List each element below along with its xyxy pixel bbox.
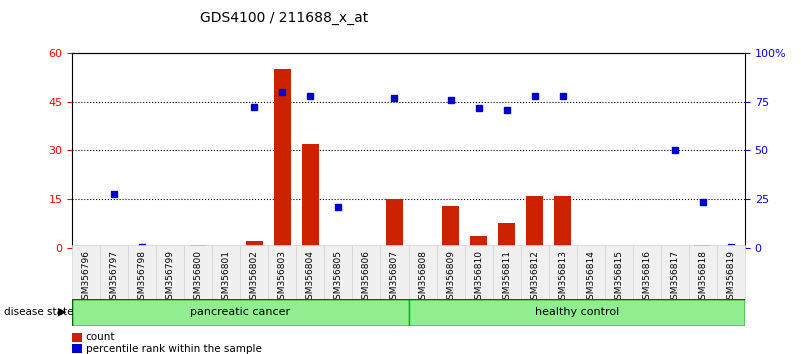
FancyBboxPatch shape <box>689 245 717 302</box>
Bar <box>409 299 745 326</box>
Bar <box>386 199 403 248</box>
FancyBboxPatch shape <box>465 245 493 302</box>
Text: GSM356800: GSM356800 <box>194 250 203 306</box>
FancyBboxPatch shape <box>128 245 156 302</box>
Bar <box>694 245 711 248</box>
Bar <box>72 333 83 342</box>
Text: GSM356801: GSM356801 <box>222 250 231 306</box>
Bar <box>78 247 95 248</box>
Text: GSM356810: GSM356810 <box>474 250 483 306</box>
Bar <box>470 236 487 248</box>
FancyBboxPatch shape <box>380 245 409 302</box>
Bar <box>526 196 543 248</box>
Text: GSM356814: GSM356814 <box>586 250 595 305</box>
Text: GSM356819: GSM356819 <box>727 250 735 306</box>
FancyBboxPatch shape <box>493 245 521 302</box>
FancyBboxPatch shape <box>521 245 549 302</box>
Bar <box>442 206 459 248</box>
Text: GSM356815: GSM356815 <box>614 250 623 306</box>
Text: GSM356813: GSM356813 <box>558 250 567 306</box>
Text: ▶: ▶ <box>58 307 66 316</box>
Bar <box>162 246 179 248</box>
Text: pancreatic cancer: pancreatic cancer <box>191 307 291 318</box>
Bar <box>274 69 291 248</box>
FancyBboxPatch shape <box>240 245 268 302</box>
FancyBboxPatch shape <box>577 245 605 302</box>
Text: GSM356797: GSM356797 <box>110 250 119 306</box>
Bar <box>330 246 347 248</box>
FancyBboxPatch shape <box>549 245 577 302</box>
Bar <box>723 247 739 248</box>
Bar <box>498 223 515 248</box>
Text: GSM356804: GSM356804 <box>306 250 315 305</box>
Text: GSM356818: GSM356818 <box>698 250 707 306</box>
Text: GSM356811: GSM356811 <box>502 250 511 306</box>
FancyBboxPatch shape <box>268 245 296 302</box>
Bar <box>302 144 319 248</box>
Bar <box>554 196 571 248</box>
FancyBboxPatch shape <box>72 245 100 302</box>
FancyBboxPatch shape <box>717 245 745 302</box>
FancyBboxPatch shape <box>100 245 128 302</box>
Text: GSM356809: GSM356809 <box>446 250 455 306</box>
Text: GSM356817: GSM356817 <box>670 250 679 306</box>
Text: healthy control: healthy control <box>534 307 619 318</box>
FancyBboxPatch shape <box>633 245 661 302</box>
Bar <box>72 344 83 353</box>
Bar <box>246 241 263 248</box>
Text: GSM356796: GSM356796 <box>82 250 91 306</box>
FancyBboxPatch shape <box>409 245 437 302</box>
Text: GSM356803: GSM356803 <box>278 250 287 306</box>
FancyBboxPatch shape <box>437 245 465 302</box>
Text: GDS4100 / 211688_x_at: GDS4100 / 211688_x_at <box>200 11 368 25</box>
Bar <box>106 246 123 248</box>
Text: GSM356799: GSM356799 <box>166 250 175 306</box>
Text: GSM356807: GSM356807 <box>390 250 399 306</box>
Bar <box>666 247 683 248</box>
Bar <box>414 246 431 248</box>
Bar <box>610 247 627 248</box>
Bar <box>358 247 375 248</box>
Text: GSM356806: GSM356806 <box>362 250 371 306</box>
FancyBboxPatch shape <box>324 245 352 302</box>
Text: GSM356812: GSM356812 <box>530 250 539 305</box>
FancyBboxPatch shape <box>661 245 689 302</box>
Bar <box>582 247 599 248</box>
FancyBboxPatch shape <box>184 245 212 302</box>
FancyBboxPatch shape <box>296 245 324 302</box>
FancyBboxPatch shape <box>156 245 184 302</box>
FancyBboxPatch shape <box>605 245 633 302</box>
Text: GSM356798: GSM356798 <box>138 250 147 306</box>
Text: GSM356802: GSM356802 <box>250 250 259 305</box>
Bar <box>134 247 151 248</box>
Text: disease state: disease state <box>4 307 74 316</box>
Text: GSM356816: GSM356816 <box>642 250 651 306</box>
FancyBboxPatch shape <box>352 245 380 302</box>
Text: GSM356808: GSM356808 <box>418 250 427 306</box>
Text: GSM356805: GSM356805 <box>334 250 343 306</box>
FancyBboxPatch shape <box>212 245 240 302</box>
Text: percentile rank within the sample: percentile rank within the sample <box>86 343 261 354</box>
Text: count: count <box>86 332 115 342</box>
Bar <box>72 299 409 326</box>
Bar <box>638 247 655 248</box>
Bar <box>218 247 235 248</box>
Bar <box>190 245 207 248</box>
